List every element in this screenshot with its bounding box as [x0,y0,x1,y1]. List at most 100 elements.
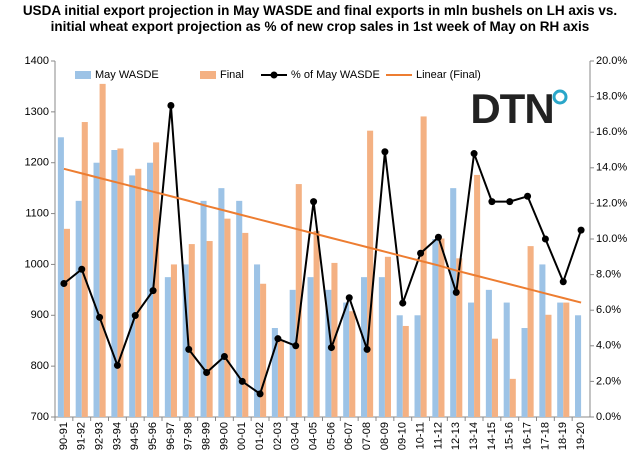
bar [349,311,356,417]
bar [277,340,284,417]
x-tick-label: 00-01 [236,422,248,450]
x-tick-label: 96-97 [165,422,177,450]
x-tick-label: 95-96 [147,422,159,450]
x-tick-label: 09-10 [397,422,409,450]
y2-tick-label: 2.0% [596,375,621,387]
x-tick-label: 93-94 [111,422,123,450]
bar [254,264,261,417]
legend-label: May WASDE [95,69,159,81]
line-marker [399,299,407,307]
bar [503,302,510,417]
x-tick-label: 01-02 [254,422,266,450]
x-tick-label: 99-00 [218,422,230,450]
y2-tick-label: 6.0% [596,304,621,316]
bar [527,246,534,417]
x-tick-label: 06-07 [343,422,355,450]
bar [456,258,463,417]
line-marker [185,345,193,353]
x-tick-label: 91-92 [76,422,88,450]
line-marker [381,148,389,156]
bar [307,277,314,417]
series-line [63,105,583,396]
x-tick-label: 18-19 [557,422,569,450]
bar [188,244,195,417]
bar [545,314,552,417]
line-marker [96,313,104,321]
chart-title: USDA initial export projection in May WA… [22,3,618,34]
x-tick-label: 13-14 [468,422,480,450]
y2-tick-label: 18.0% [596,91,627,103]
y-tick-label: 1100 [25,207,49,219]
x-tick-label: 94-95 [129,422,141,450]
line-marker [327,344,335,352]
bar [135,168,142,417]
line-marker [60,280,68,287]
x-tick-label: 19-20 [575,422,587,450]
x-tick-label: 92-93 [93,422,105,450]
bar [575,315,582,417]
bar [93,162,100,417]
y2-tick-label: 4.0% [596,340,621,352]
bar [313,230,320,417]
y-tick-label: 700 [31,411,49,423]
y-tick-label: 1300 [25,106,49,118]
line-marker [506,198,514,206]
y2-tick-label: 8.0% [596,269,621,281]
x-tick-label: 97-98 [183,422,195,450]
line-marker [470,150,478,158]
y-tick-label: 1200 [25,157,49,169]
bar [402,325,409,417]
x-tick-label: 17-18 [539,422,551,450]
bar [343,302,350,417]
bar [129,175,136,417]
x-tick-label: 02-03 [272,422,284,450]
line-marker [203,369,211,376]
bar [420,116,427,417]
bar [218,188,225,417]
y2-tick-label: 10.0% [596,233,627,245]
bar [396,315,403,417]
bar [117,148,124,417]
legend-label: % of May WASDE [291,69,380,81]
y2-tick-label: 14.0% [596,162,627,174]
legend-swatch [200,71,216,79]
bar [236,200,243,417]
line-marker [113,361,121,369]
series-line [63,167,582,304]
bar [491,338,498,417]
bar [242,232,249,417]
logo: DTN [470,85,553,132]
bar [432,239,439,417]
line-marker [577,226,585,234]
x-tick-label: 07-08 [361,422,373,450]
line-marker [310,198,318,206]
line-marker [292,342,300,350]
bar [153,142,160,417]
bar [361,277,368,417]
y-tick-label: 1000 [25,258,49,270]
x-tick-label: 11-12 [432,422,444,449]
x-tick-label: 12-13 [450,422,462,450]
line-marker [345,294,353,302]
line-marker [238,377,246,385]
x-tick-label: 05-06 [325,422,337,450]
y-tick-label: 900 [31,309,49,321]
bar [99,83,106,417]
bar [414,315,421,417]
bar [200,200,207,417]
bar [509,378,516,417]
x-tick-label: 15-16 [504,422,516,450]
x-tick-label: 98-99 [200,422,212,450]
line-marker [434,233,442,241]
bar [521,328,528,417]
legend-marker [270,71,278,79]
bar [164,277,171,417]
bar [111,150,118,417]
x-tick-label: 90-91 [58,422,70,450]
line-marker [541,235,549,243]
bar [57,137,64,418]
bar [539,264,546,417]
bar [450,188,457,417]
bar [474,174,481,417]
